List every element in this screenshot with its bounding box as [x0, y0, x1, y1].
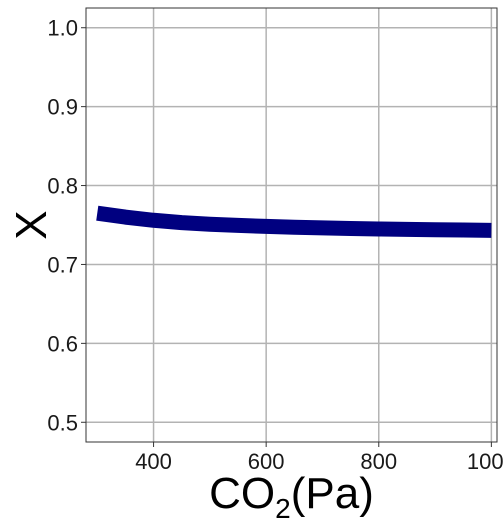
- y-tick-label-4: 0.9: [47, 95, 78, 120]
- x-tick-label-0: 400: [135, 449, 172, 474]
- y-tick-label-2: 0.7: [47, 252, 78, 277]
- y-tick-label-3: 0.8: [47, 174, 78, 199]
- y-tick-label-5: 1.0: [47, 16, 78, 41]
- y-tick-label-1: 0.6: [47, 331, 78, 356]
- series-line-0: [96, 205, 492, 238]
- x-axis-title-suffix: (Pa): [291, 469, 374, 518]
- x-axis-title: CO2(Pa): [209, 469, 374, 524]
- x-tick-label-2: 800: [360, 449, 397, 474]
- plot-panel-border: [85, 7, 498, 443]
- x-tick-label-1: 600: [248, 449, 285, 474]
- x-axis-title-main: CO: [209, 469, 275, 518]
- y-tick-label-0: 0.5: [47, 410, 78, 435]
- y-tick-labels: 0.5 0.6 0.7 0.8 0.9 1.0: [47, 16, 86, 435]
- grid: [86, 8, 497, 442]
- y-axis-title: X: [7, 210, 56, 239]
- series-layer: [96, 205, 492, 238]
- x-axis-title-subscript: 2: [275, 493, 291, 524]
